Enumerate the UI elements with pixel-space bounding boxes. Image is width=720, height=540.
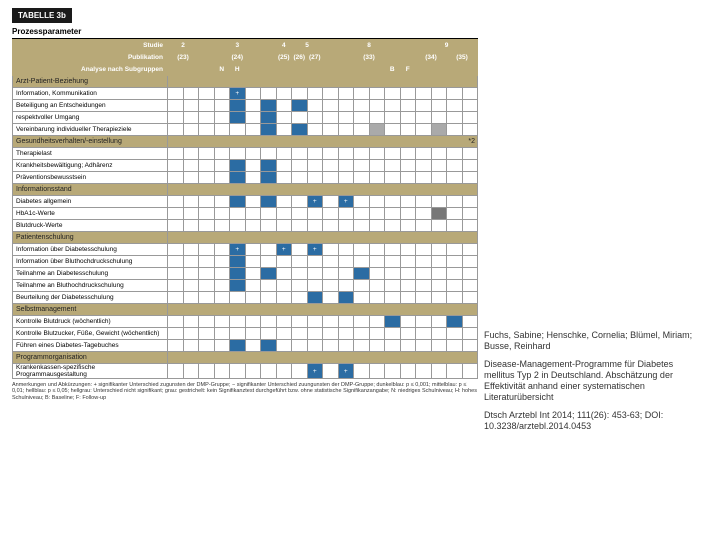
citation-ref: Dtsch Arztebl Int 2014; 111(26): 453-63;… <box>484 410 698 433</box>
footnote: Anmerkungen und Abkürzungen: + signifika… <box>12 379 478 401</box>
citation-block: Fuchs, Sabine; Henschke, Cornelia; Blüme… <box>478 0 708 438</box>
table-container: TABELLE 3b Prozessparameter Studie234589… <box>0 0 478 438</box>
process-parameter-table: Studie234589Publikation(23)(24)(25)(26)(… <box>12 39 478 379</box>
citation-title: Disease-Management-Programme für Diabete… <box>484 359 698 404</box>
table-label: TABELLE 3b <box>12 8 72 23</box>
section-title: Prozessparameter <box>12 23 478 39</box>
citation-authors: Fuchs, Sabine; Henschke, Cornelia; Blüme… <box>484 330 698 353</box>
